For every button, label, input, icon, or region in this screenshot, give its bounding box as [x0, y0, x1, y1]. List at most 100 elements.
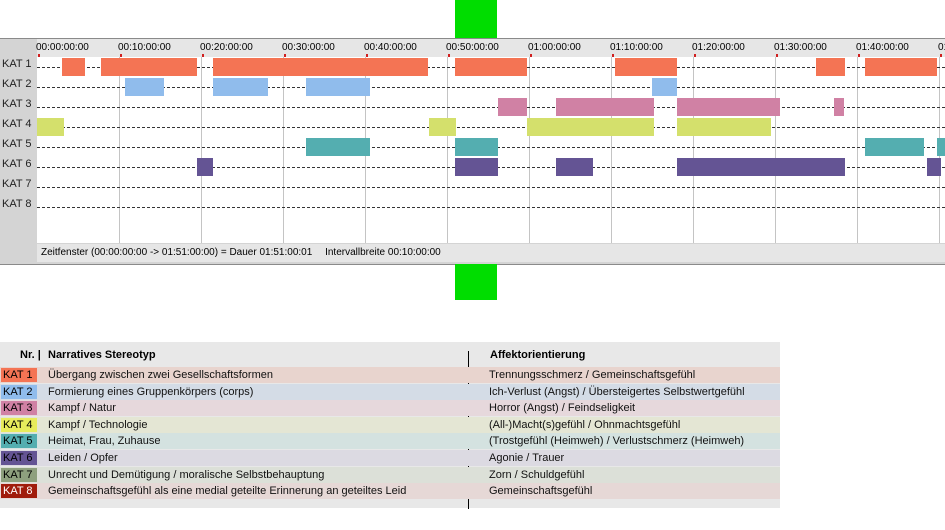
- segment-kat-5[interactable]: [306, 138, 370, 156]
- segment-kat-6[interactable]: [455, 158, 498, 176]
- time-ruler[interactable]: 00:00:00:00 00:10:00:00 00:20:00:00 00:30:0…: [36, 39, 945, 57]
- timeline-cursor-bottom[interactable]: [455, 264, 497, 300]
- legend-stereotype: Heimat, Frau, Zuhause: [48, 435, 161, 448]
- timeline-cursor-top[interactable]: [455, 0, 497, 38]
- segment-kat-1[interactable]: [62, 58, 85, 76]
- legend-row: KAT 6 Leiden / Opfer Agonie / Trauer: [0, 450, 780, 466]
- segment-kat-4[interactable]: [37, 118, 64, 136]
- legend-category-code: KAT 5: [1, 434, 37, 449]
- legend-stereotype: Formierung eines Gruppenkörpers (corps): [48, 385, 254, 398]
- time-tick-mark: [530, 54, 532, 57]
- category-label: KAT 2: [2, 78, 32, 90]
- segment-kat-1[interactable]: [865, 58, 937, 76]
- time-tick-mark: [120, 54, 122, 57]
- legend-stereotype: Gemeinschaftsgefühl als eine medial gete…: [48, 485, 407, 498]
- category-label: KAT 5: [2, 138, 32, 150]
- legend-row: KAT 3 Kampf / Natur Horror (Angst) / Feind…: [0, 400, 780, 417]
- segment-kat-3[interactable]: [556, 98, 654, 116]
- legend-row: KAT 4 Kampf / Technologie (All-)Macht(s)ge…: [0, 416, 780, 433]
- segment-kat-1[interactable]: [101, 58, 197, 76]
- time-tick-label: 01:10:00:00: [610, 42, 663, 53]
- grid-vline: [201, 57, 202, 243]
- legend-category-code: KAT 3: [1, 401, 37, 416]
- legend-affect: (Trostgefühl (Heimweh) / Verlustschmerz …: [489, 435, 745, 448]
- time-tick-mark: [612, 54, 614, 57]
- grid-vline: [447, 57, 448, 243]
- segment-kat-4[interactable]: [677, 118, 771, 136]
- segment-kat-6[interactable]: [197, 158, 213, 176]
- time-tick-label: 00:40:00:00: [364, 42, 417, 53]
- time-tick-label: 00:20:00:00: [200, 42, 253, 53]
- legend-header-affect: Affektorientierung: [490, 349, 586, 361]
- time-tick-mark: [366, 54, 368, 57]
- grid-vline: [857, 57, 858, 243]
- timeline-plot[interactable]: [37, 57, 945, 243]
- segment-kat-6[interactable]: [677, 158, 845, 176]
- segment-kat-4[interactable]: [429, 118, 456, 136]
- legend-category-code: KAT 8: [1, 484, 37, 499]
- legend-row: KAT 5 Heimat, Frau, Zuhause (Trostgefühl (…: [0, 433, 780, 450]
- time-tick-mark: [448, 54, 450, 57]
- segment-kat-2[interactable]: [306, 78, 370, 96]
- legend-stereotype: Übergang zwischen zwei Gesellschaftsform…: [48, 369, 273, 381]
- segment-kat-6[interactable]: [556, 158, 593, 176]
- segment-kat-4[interactable]: [527, 118, 654, 136]
- grid-vline: [693, 57, 694, 243]
- segment-kat-1[interactable]: [615, 58, 677, 76]
- legend-stereotype: Kampf / Technologie: [48, 418, 148, 431]
- segment-kat-2[interactable]: [125, 78, 164, 96]
- segment-kat-1[interactable]: [455, 58, 527, 76]
- legend-affect: (All-)Macht(s)gefühl / Ohnmachtsgefühl: [489, 418, 681, 431]
- segment-kat-5[interactable]: [865, 138, 924, 156]
- legend-stereotype: Kampf / Natur: [48, 402, 116, 415]
- grid-vline: [775, 57, 776, 243]
- segment-kat-3[interactable]: [677, 98, 780, 116]
- legend-row: KAT 1 Übergang zwischen zwei Gesellschaft…: [0, 367, 780, 383]
- legend-affect: Zorn / Schuldgefühl: [489, 468, 585, 481]
- category-label: KAT 8: [2, 198, 32, 210]
- segment-kat-1[interactable]: [213, 58, 428, 76]
- time-tick-mark: [858, 54, 860, 57]
- legend-header-stereotype: Narratives Stereotyp: [48, 349, 156, 361]
- time-tick-label: 00:50:00:00: [446, 42, 499, 53]
- segment-kat-3[interactable]: [498, 98, 527, 116]
- time-tick-mark: [284, 54, 286, 57]
- category-label: KAT 1: [2, 58, 32, 70]
- time-tick-mark: [694, 54, 696, 57]
- segment-kat-6[interactable]: [927, 158, 941, 176]
- time-tick-mark: [776, 54, 778, 57]
- time-tick-mark: [38, 54, 40, 57]
- grid-vline: [611, 57, 612, 243]
- legend-table: Nr. | Narratives Stereotyp Affektorienti…: [0, 342, 780, 509]
- legend-affect: Gemeinschaftsgefühl: [489, 485, 593, 498]
- category-track: [37, 207, 945, 208]
- legend-affect: Ich-Verlust (Angst) / Übersteigertes Sel…: [489, 385, 745, 398]
- category-track: [37, 107, 945, 108]
- segment-kat-5[interactable]: [937, 138, 945, 156]
- segment-kat-2[interactable]: [652, 78, 677, 96]
- legend-stereotype: Leiden / Opfer: [48, 452, 118, 464]
- time-tick-label: 00:30:00:00: [282, 42, 335, 53]
- segment-kat-2[interactable]: [213, 78, 268, 96]
- legend-affect: Horror (Angst) / Feindseligkeit: [489, 402, 636, 415]
- grid-vline: [119, 57, 120, 243]
- category-label: KAT 6: [2, 158, 32, 170]
- legend-category-code: KAT 1: [1, 368, 37, 382]
- segment-kat-1[interactable]: [816, 58, 845, 76]
- time-tick-label: 00:00:00:00: [36, 42, 89, 53]
- legend-category-code: KAT 2: [1, 384, 37, 399]
- legend-affect: Agonie / Trauer: [489, 452, 565, 464]
- legend-row: KAT 7 Unrecht und Demütigung / moralische…: [0, 466, 780, 483]
- segment-kat-3[interactable]: [834, 98, 844, 116]
- category-label: KAT 3: [2, 98, 32, 110]
- segment-kat-5[interactable]: [455, 138, 498, 156]
- legend-category-code: KAT 6: [1, 451, 37, 465]
- time-tick-label: 01:00:00:00: [528, 42, 581, 53]
- status-bar: Zeitfenster (00:00:00:00 -> 01:51:00:00)…: [37, 244, 945, 262]
- legend-category-code: KAT 4: [1, 417, 37, 432]
- time-tick-mark: [940, 54, 942, 57]
- legend-stereotype: Unrecht und Demütigung / moralische Selb…: [48, 468, 325, 481]
- grid-vline: [283, 57, 284, 243]
- time-tick-label: 00:10:00:00: [118, 42, 171, 53]
- time-tick-label: 01:40:00:00: [856, 42, 909, 53]
